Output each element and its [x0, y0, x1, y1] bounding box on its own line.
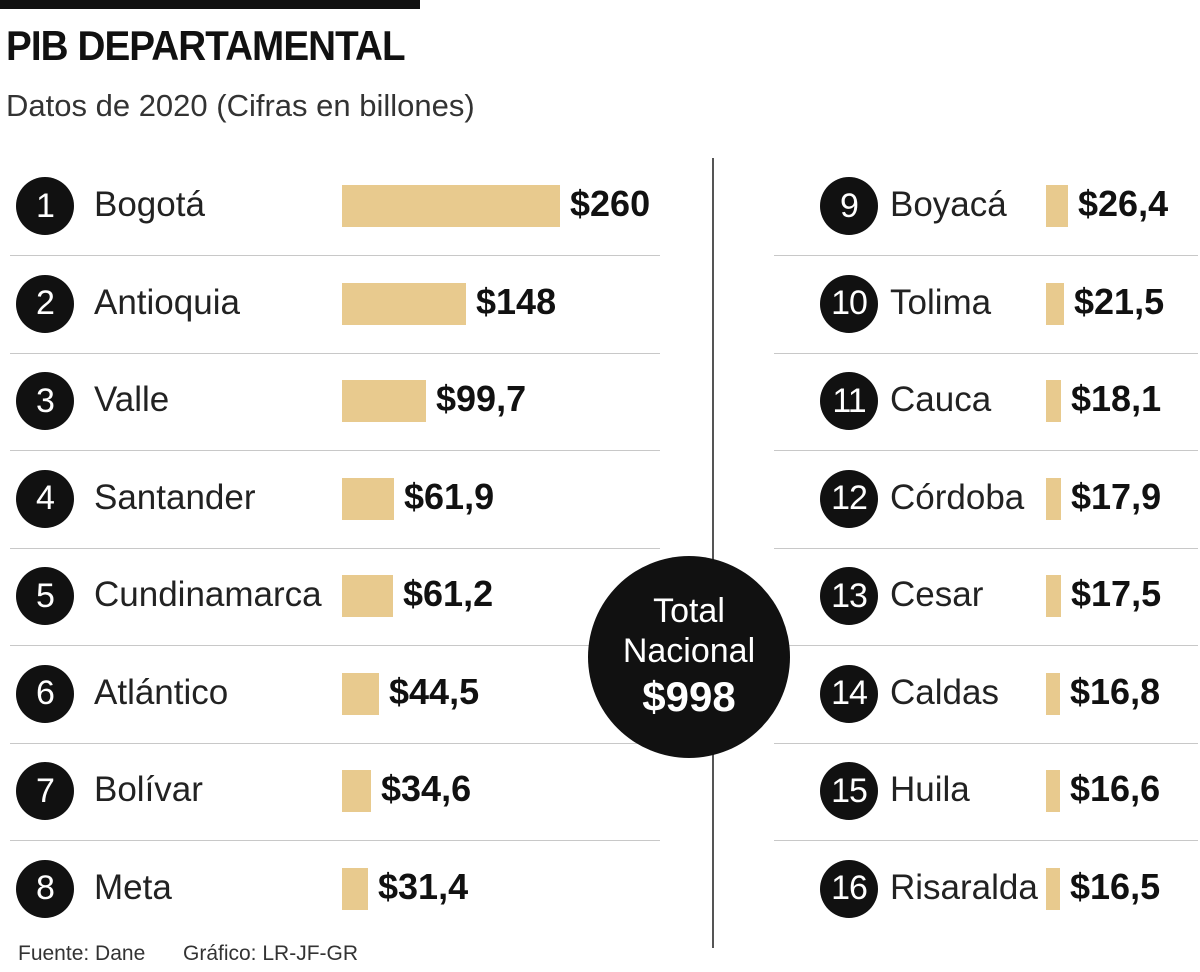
value-label: $44,5 [389, 670, 480, 712]
category-label: Cesar [890, 575, 984, 614]
category-label: Cundinamarca [94, 575, 322, 614]
total-label-line1: Total [653, 592, 725, 630]
rank-badge: 9 [820, 177, 878, 235]
value-label: $61,9 [404, 475, 495, 517]
value-label: $260 [570, 183, 651, 224]
value-label: $99,7 [436, 378, 527, 419]
bar [342, 575, 393, 617]
bar [1046, 770, 1060, 812]
chart-title: PIB DEPARTAMENTAL [6, 22, 406, 69]
bar [342, 380, 426, 422]
total-value: $998 [642, 673, 736, 720]
chart-row: 2 Antioquia $148 [10, 256, 660, 354]
credit-note: Gráfico: LR-JF-GR [183, 942, 359, 965]
bar [342, 282, 466, 325]
category-label: Cauca [890, 380, 992, 419]
category-label: Meta [94, 867, 172, 907]
chart-row: 1 Bogotá $260 [10, 158, 660, 256]
value-label: $31,4 [378, 865, 469, 907]
category-label: Santander [94, 477, 256, 517]
rank-badge: 2 [16, 274, 74, 333]
rank-badge: 6 [16, 664, 74, 723]
rank-badge: 13 [820, 567, 878, 625]
bar [342, 185, 560, 227]
bar [1046, 282, 1064, 325]
total-label-line2: Nacional [622, 632, 756, 670]
chart-subtitle: Datos de 2020 (Cifras en billones) [6, 88, 475, 123]
source-note: Fuente: Dane [18, 942, 146, 965]
top-rule [0, 0, 420, 9]
category-label: Risaralda [890, 867, 1038, 907]
bar [1046, 575, 1061, 617]
chart-row: 8 Meta $31,4 [10, 841, 660, 938]
value-label: $21,5 [1074, 280, 1165, 322]
category-label: Bogotá [94, 185, 205, 224]
chart-row: 12 Córdoba $17,9 [774, 451, 1198, 549]
bar [1046, 477, 1061, 520]
chart-row: 5 Cundinamarca $61,2 [10, 548, 660, 646]
rank-badge: 8 [16, 859, 74, 918]
value-label: $26,4 [1078, 183, 1169, 224]
value-label: $17,9 [1071, 475, 1162, 517]
value-label: $18,1 [1071, 378, 1162, 419]
bar [342, 770, 371, 812]
value-label: $34,6 [381, 768, 472, 809]
category-label: Atlántico [94, 672, 229, 712]
bar [1046, 185, 1068, 227]
chart-row: 4 Santander $61,9 [10, 451, 660, 549]
chart-row: 15 Huila $16,6 [774, 743, 1198, 841]
rank-badge: 3 [16, 372, 74, 430]
bar [342, 477, 394, 520]
total-national-badge: Total Nacional $998 [588, 556, 790, 758]
category-label: Antioquia [94, 282, 240, 322]
bar [1046, 380, 1061, 422]
value-label: $16,5 [1070, 865, 1161, 907]
value-label: $61,2 [403, 573, 494, 614]
chart-row: 13 Cesar $17,5 [774, 548, 1198, 646]
chart-row: 9 Boyacá $26,4 [774, 158, 1198, 256]
rank-badge: 1 [16, 177, 74, 235]
value-label: $16,8 [1070, 670, 1161, 712]
value-label: $17,5 [1071, 573, 1162, 614]
rank-badge: 7 [16, 762, 74, 820]
category-label: Caldas [890, 672, 999, 712]
rank-badge: 14 [820, 664, 878, 723]
rank-badge: 5 [16, 567, 74, 625]
category-label: Córdoba [890, 477, 1025, 517]
chart-row: 14 Caldas $16,8 [774, 646, 1198, 744]
chart-row: 10 Tolima $21,5 [774, 256, 1198, 354]
category-label: Bolívar [94, 770, 203, 809]
rank-badge: 15 [820, 762, 878, 820]
value-label: $148 [476, 280, 557, 322]
chart-row: 7 Bolívar $34,6 [10, 743, 660, 841]
bar [1046, 672, 1060, 715]
category-label: Boyacá [890, 185, 1007, 224]
value-label: $16,6 [1070, 768, 1161, 809]
rank-badge: 4 [16, 469, 74, 528]
chart-row: 11 Cauca $18,1 [774, 353, 1198, 451]
category-label: Huila [890, 770, 970, 809]
category-label: Valle [94, 380, 170, 419]
chart-row: 16 Risaralda $16,5 [774, 841, 1198, 938]
rank-badge: 12 [820, 469, 878, 528]
chart-row: 3 Valle $99,7 [10, 353, 660, 451]
column-divider [712, 158, 714, 948]
category-label: Tolima [890, 282, 992, 322]
rank-badge: 16 [820, 859, 878, 918]
bar [1046, 867, 1060, 910]
rank-badge: 11 [820, 372, 878, 430]
bar [342, 672, 379, 715]
rank-badge: 10 [820, 274, 878, 333]
bar [342, 867, 368, 910]
chart-row: 6 Atlántico $44,5 [10, 646, 660, 744]
